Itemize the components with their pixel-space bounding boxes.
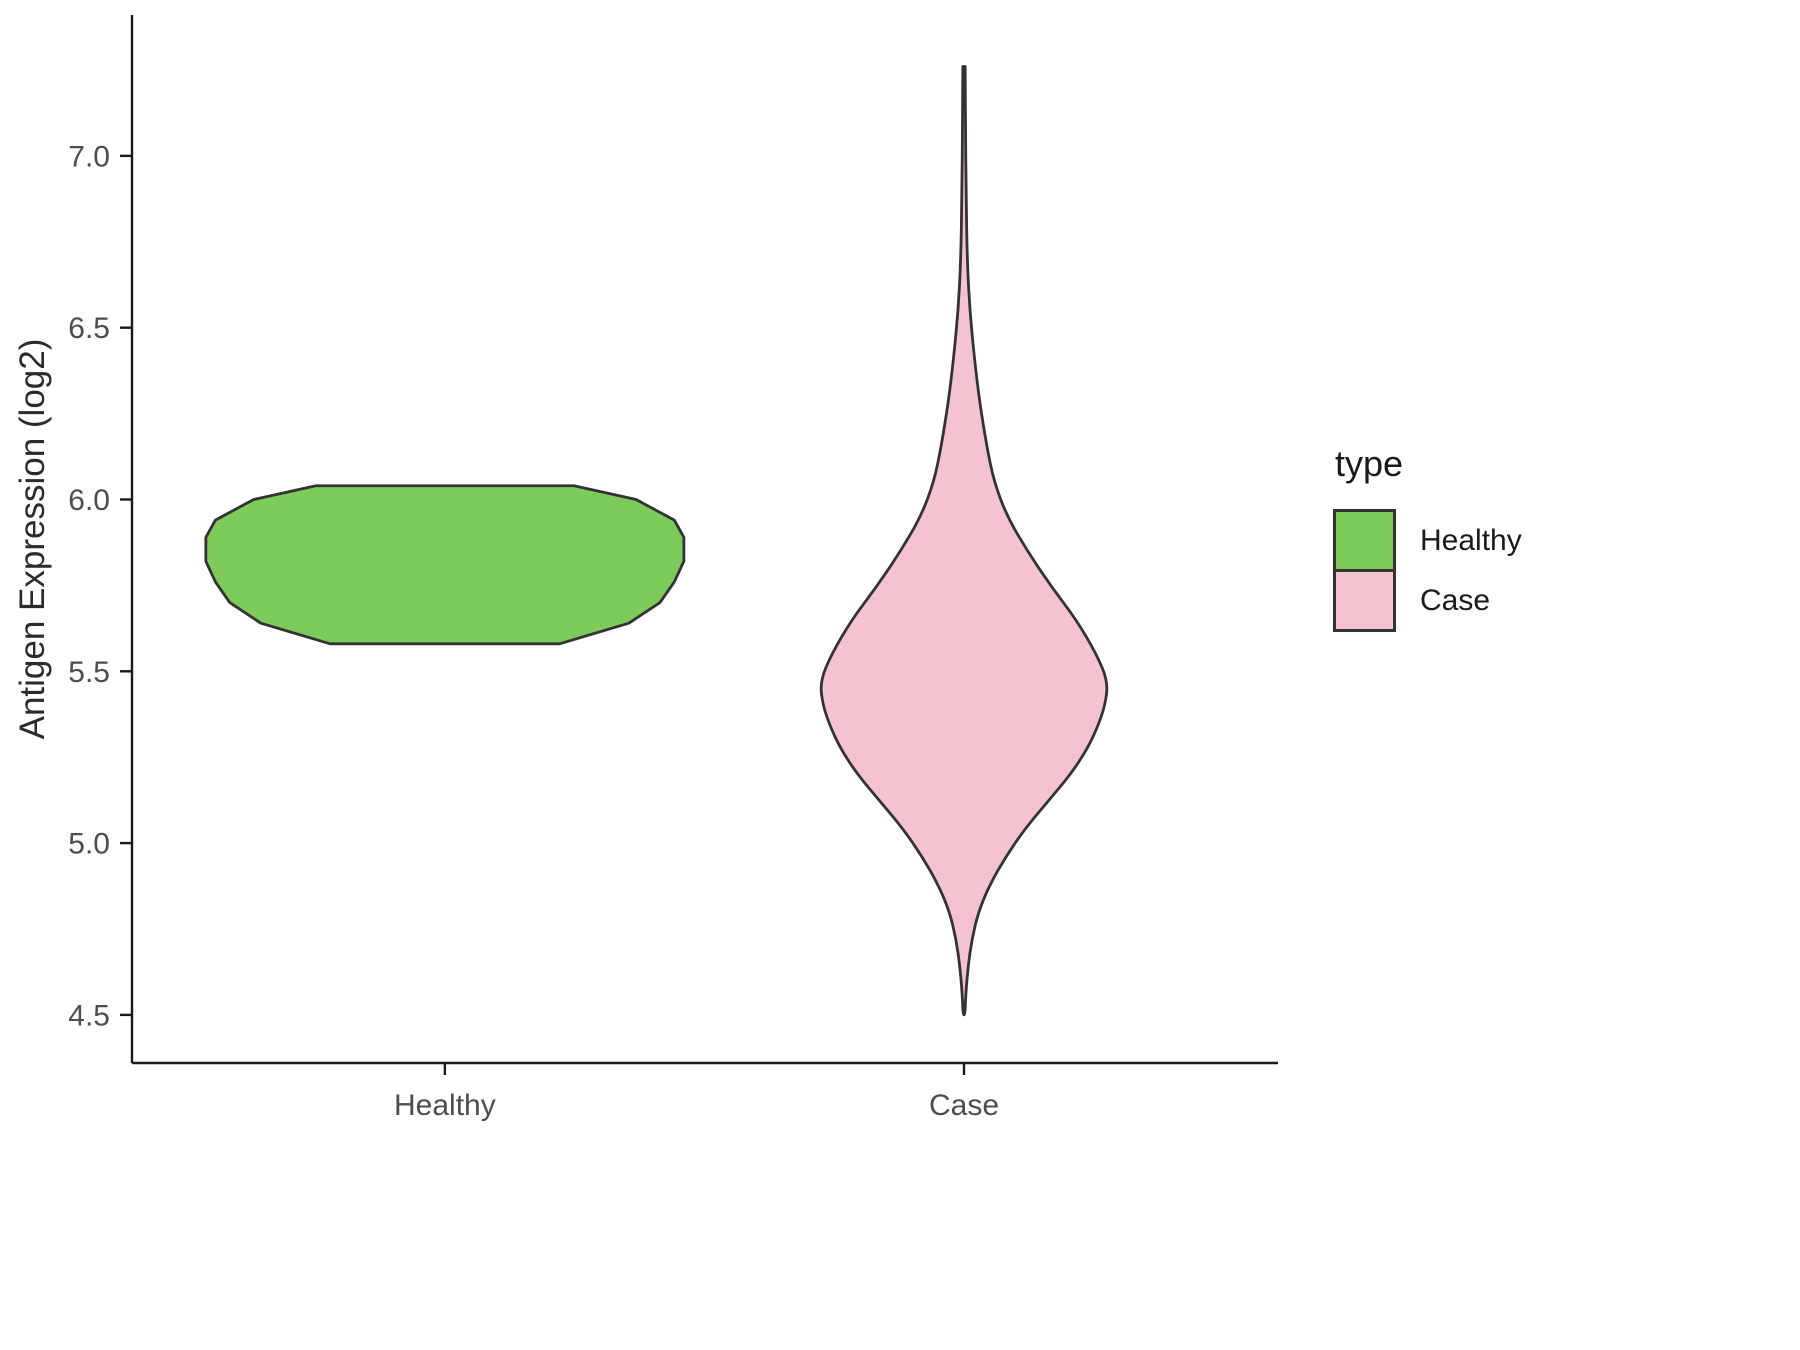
legend-label-healthy: Healthy — [1420, 523, 1522, 557]
y-tick-label: 5.0 — [68, 828, 110, 861]
legend-entry-case: Case — [1333, 569, 1522, 632]
y-tick-label: 4.5 — [68, 999, 110, 1032]
violin-case — [819, 65, 1109, 1017]
legend-entries: Healthy Case — [1333, 509, 1522, 632]
violin-healthy — [204, 484, 686, 646]
x-tick-label: Case — [929, 1089, 999, 1122]
y-tick-label: 6.0 — [68, 484, 110, 517]
legend-swatch-healthy — [1333, 509, 1396, 572]
x-tick-label: Healthy — [394, 1089, 496, 1122]
legend-swatch-case — [1333, 569, 1396, 632]
legend: type Healthy Case — [1333, 443, 1522, 632]
y-axis-title: Antigen Expression (log2) — [13, 339, 52, 740]
y-tick-label: 7.0 — [68, 140, 110, 173]
y-tick-label: 6.5 — [68, 312, 110, 345]
legend-entry-healthy: Healthy — [1333, 509, 1522, 572]
legend-title: type — [1335, 443, 1404, 484]
legend-label-case: Case — [1420, 583, 1491, 617]
y-tick-label: 5.5 — [68, 656, 110, 689]
